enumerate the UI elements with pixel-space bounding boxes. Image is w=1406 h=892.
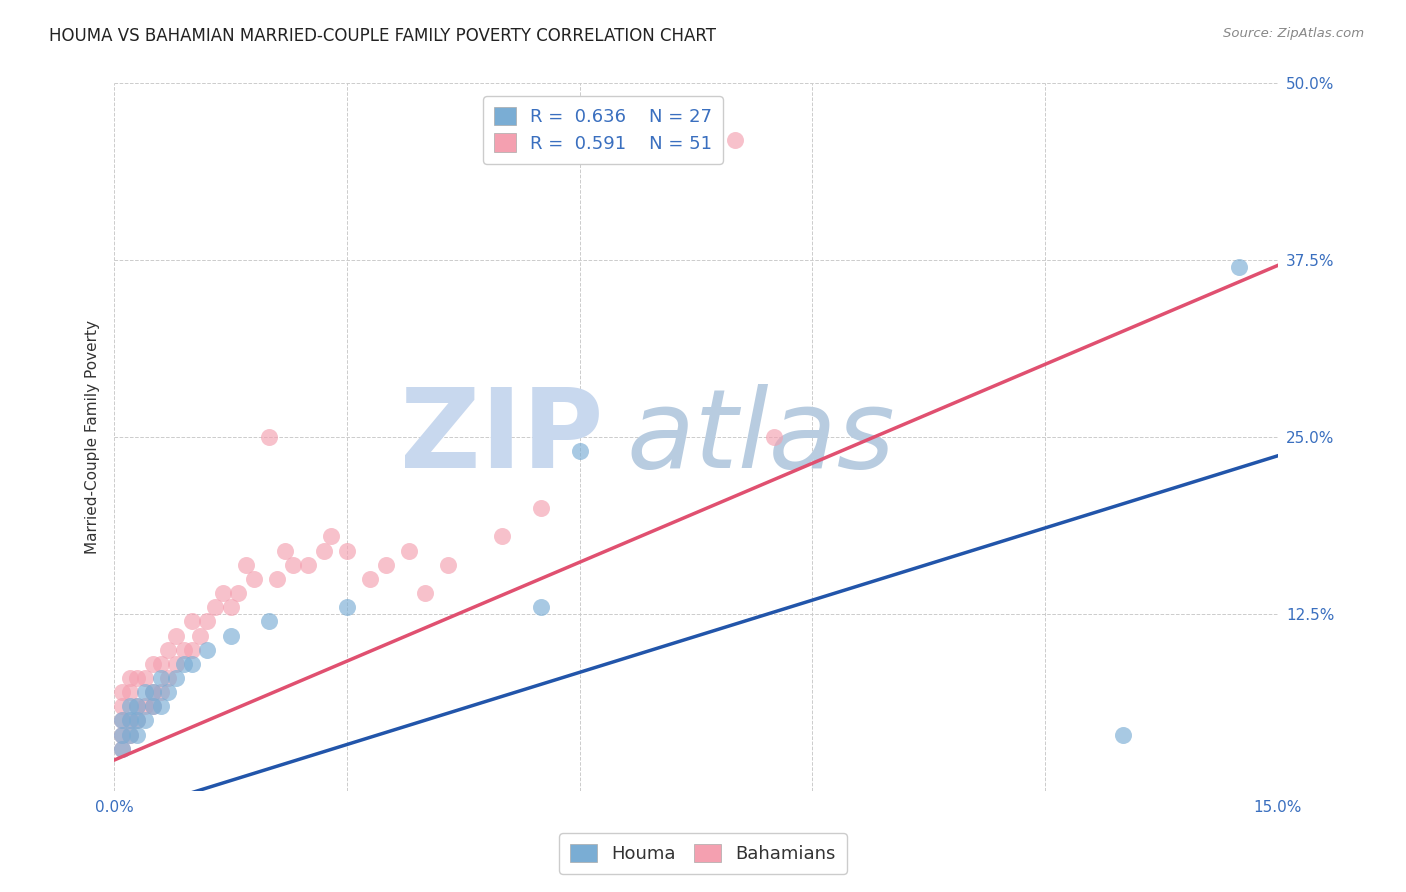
Point xyxy=(127,671,149,685)
Point xyxy=(157,671,180,685)
Point xyxy=(165,628,187,642)
Point xyxy=(312,543,335,558)
Point xyxy=(259,615,281,629)
Text: Source: ZipAtlas.com: Source: ZipAtlas.com xyxy=(1223,27,1364,40)
Point xyxy=(118,699,141,714)
Point xyxy=(204,600,226,615)
Point xyxy=(413,586,436,600)
Point xyxy=(111,714,134,728)
Point xyxy=(111,699,134,714)
Point xyxy=(127,714,149,728)
Point xyxy=(149,699,172,714)
Point xyxy=(530,501,553,516)
Point xyxy=(274,543,297,558)
Point xyxy=(180,642,202,657)
Point xyxy=(111,728,134,742)
Point xyxy=(724,133,747,147)
Point xyxy=(336,600,359,615)
Point xyxy=(228,586,250,600)
Point xyxy=(165,671,187,685)
Text: atlas: atlas xyxy=(626,384,894,491)
Point xyxy=(374,558,396,572)
Point xyxy=(211,586,233,600)
Point xyxy=(142,699,165,714)
Point xyxy=(111,741,134,756)
Point xyxy=(259,430,281,444)
Point xyxy=(149,671,172,685)
Point xyxy=(321,529,343,543)
Point xyxy=(134,685,156,699)
Point xyxy=(1112,728,1135,742)
Legend: R =  0.636    N = 27, R =  0.591    N = 51: R = 0.636 N = 27, R = 0.591 N = 51 xyxy=(484,96,723,163)
Point xyxy=(491,529,513,543)
Point xyxy=(157,685,180,699)
Point xyxy=(195,615,218,629)
Point xyxy=(127,699,149,714)
Point xyxy=(219,628,242,642)
Point xyxy=(127,728,149,742)
Point xyxy=(235,558,257,572)
Point xyxy=(134,714,156,728)
Point xyxy=(219,600,242,615)
Point xyxy=(127,699,149,714)
Point xyxy=(134,699,156,714)
Point xyxy=(336,543,359,558)
Point xyxy=(165,657,187,671)
Point xyxy=(142,657,165,671)
Point xyxy=(134,671,156,685)
Point xyxy=(297,558,319,572)
Point xyxy=(142,685,165,699)
Point xyxy=(188,628,211,642)
Text: ZIP: ZIP xyxy=(399,384,603,491)
Point xyxy=(180,615,202,629)
Point xyxy=(266,572,288,586)
Point xyxy=(111,714,134,728)
Point xyxy=(118,671,141,685)
Point xyxy=(118,714,141,728)
Point xyxy=(762,430,785,444)
Point xyxy=(157,642,180,657)
Point xyxy=(142,699,165,714)
Point xyxy=(398,543,420,558)
Point xyxy=(118,728,141,742)
Point xyxy=(568,444,591,458)
Point xyxy=(195,642,218,657)
Legend: Houma, Bahamians: Houma, Bahamians xyxy=(560,833,846,874)
Point xyxy=(111,728,134,742)
Point xyxy=(118,685,141,699)
Point xyxy=(436,558,458,572)
Point xyxy=(118,728,141,742)
Point xyxy=(173,642,195,657)
Point xyxy=(127,714,149,728)
Y-axis label: Married-Couple Family Poverty: Married-Couple Family Poverty xyxy=(86,320,100,554)
Point xyxy=(149,685,172,699)
Point xyxy=(149,657,172,671)
Point xyxy=(243,572,266,586)
Point xyxy=(359,572,381,586)
Text: HOUMA VS BAHAMIAN MARRIED-COUPLE FAMILY POVERTY CORRELATION CHART: HOUMA VS BAHAMIAN MARRIED-COUPLE FAMILY … xyxy=(49,27,716,45)
Point xyxy=(111,685,134,699)
Point xyxy=(1227,260,1250,275)
Point xyxy=(530,600,553,615)
Point xyxy=(281,558,304,572)
Point xyxy=(180,657,202,671)
Point xyxy=(142,685,165,699)
Point xyxy=(173,657,195,671)
Point xyxy=(111,741,134,756)
Point xyxy=(118,714,141,728)
